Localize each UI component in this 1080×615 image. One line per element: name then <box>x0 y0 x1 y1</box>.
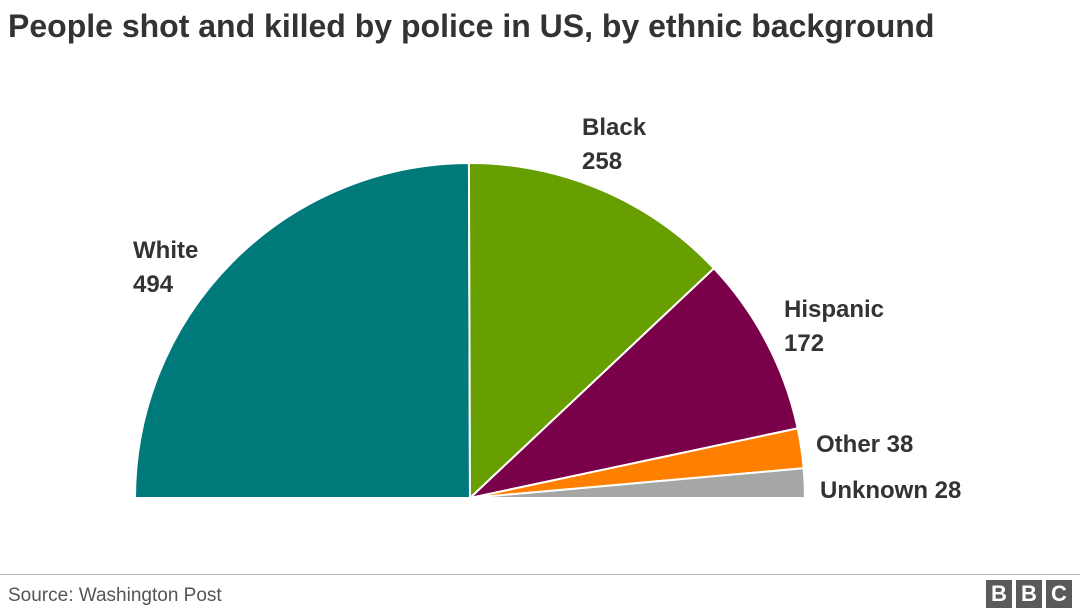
bbc-logo-letter-3: C <box>1046 580 1072 608</box>
pie-slices <box>134 161 807 499</box>
slice-black <box>467 161 715 499</box>
slice-value-white: 494 <box>133 271 174 298</box>
slice-white <box>134 162 471 499</box>
slice-value-hispanic: 172 <box>784 330 824 357</box>
slice-unknown <box>469 467 807 499</box>
source-note: Source: Washington Post <box>8 585 222 606</box>
slice-label-other: Other 38 <box>816 431 913 458</box>
slice-labels: White 494 Black 258 Hispanic 172 Other 38 Unkno… <box>133 114 961 504</box>
bbc-logo-letter-2: B <box>1016 580 1042 608</box>
slice-label-white: White <box>133 237 198 264</box>
slice-label-black: Black <box>582 114 647 141</box>
bbc-logo-letter-1: B <box>986 580 1012 608</box>
slice-label-unknown: Unknown 28 <box>820 477 961 504</box>
chart-title: People shot and killed by police in US, … <box>8 8 935 44</box>
footer-divider <box>0 574 1080 575</box>
bbc-logo: B B C <box>986 580 1072 608</box>
slice-label-hispanic: Hispanic <box>784 296 884 323</box>
slice-hispanic <box>469 267 799 499</box>
slice-value-black: 258 <box>582 148 622 175</box>
